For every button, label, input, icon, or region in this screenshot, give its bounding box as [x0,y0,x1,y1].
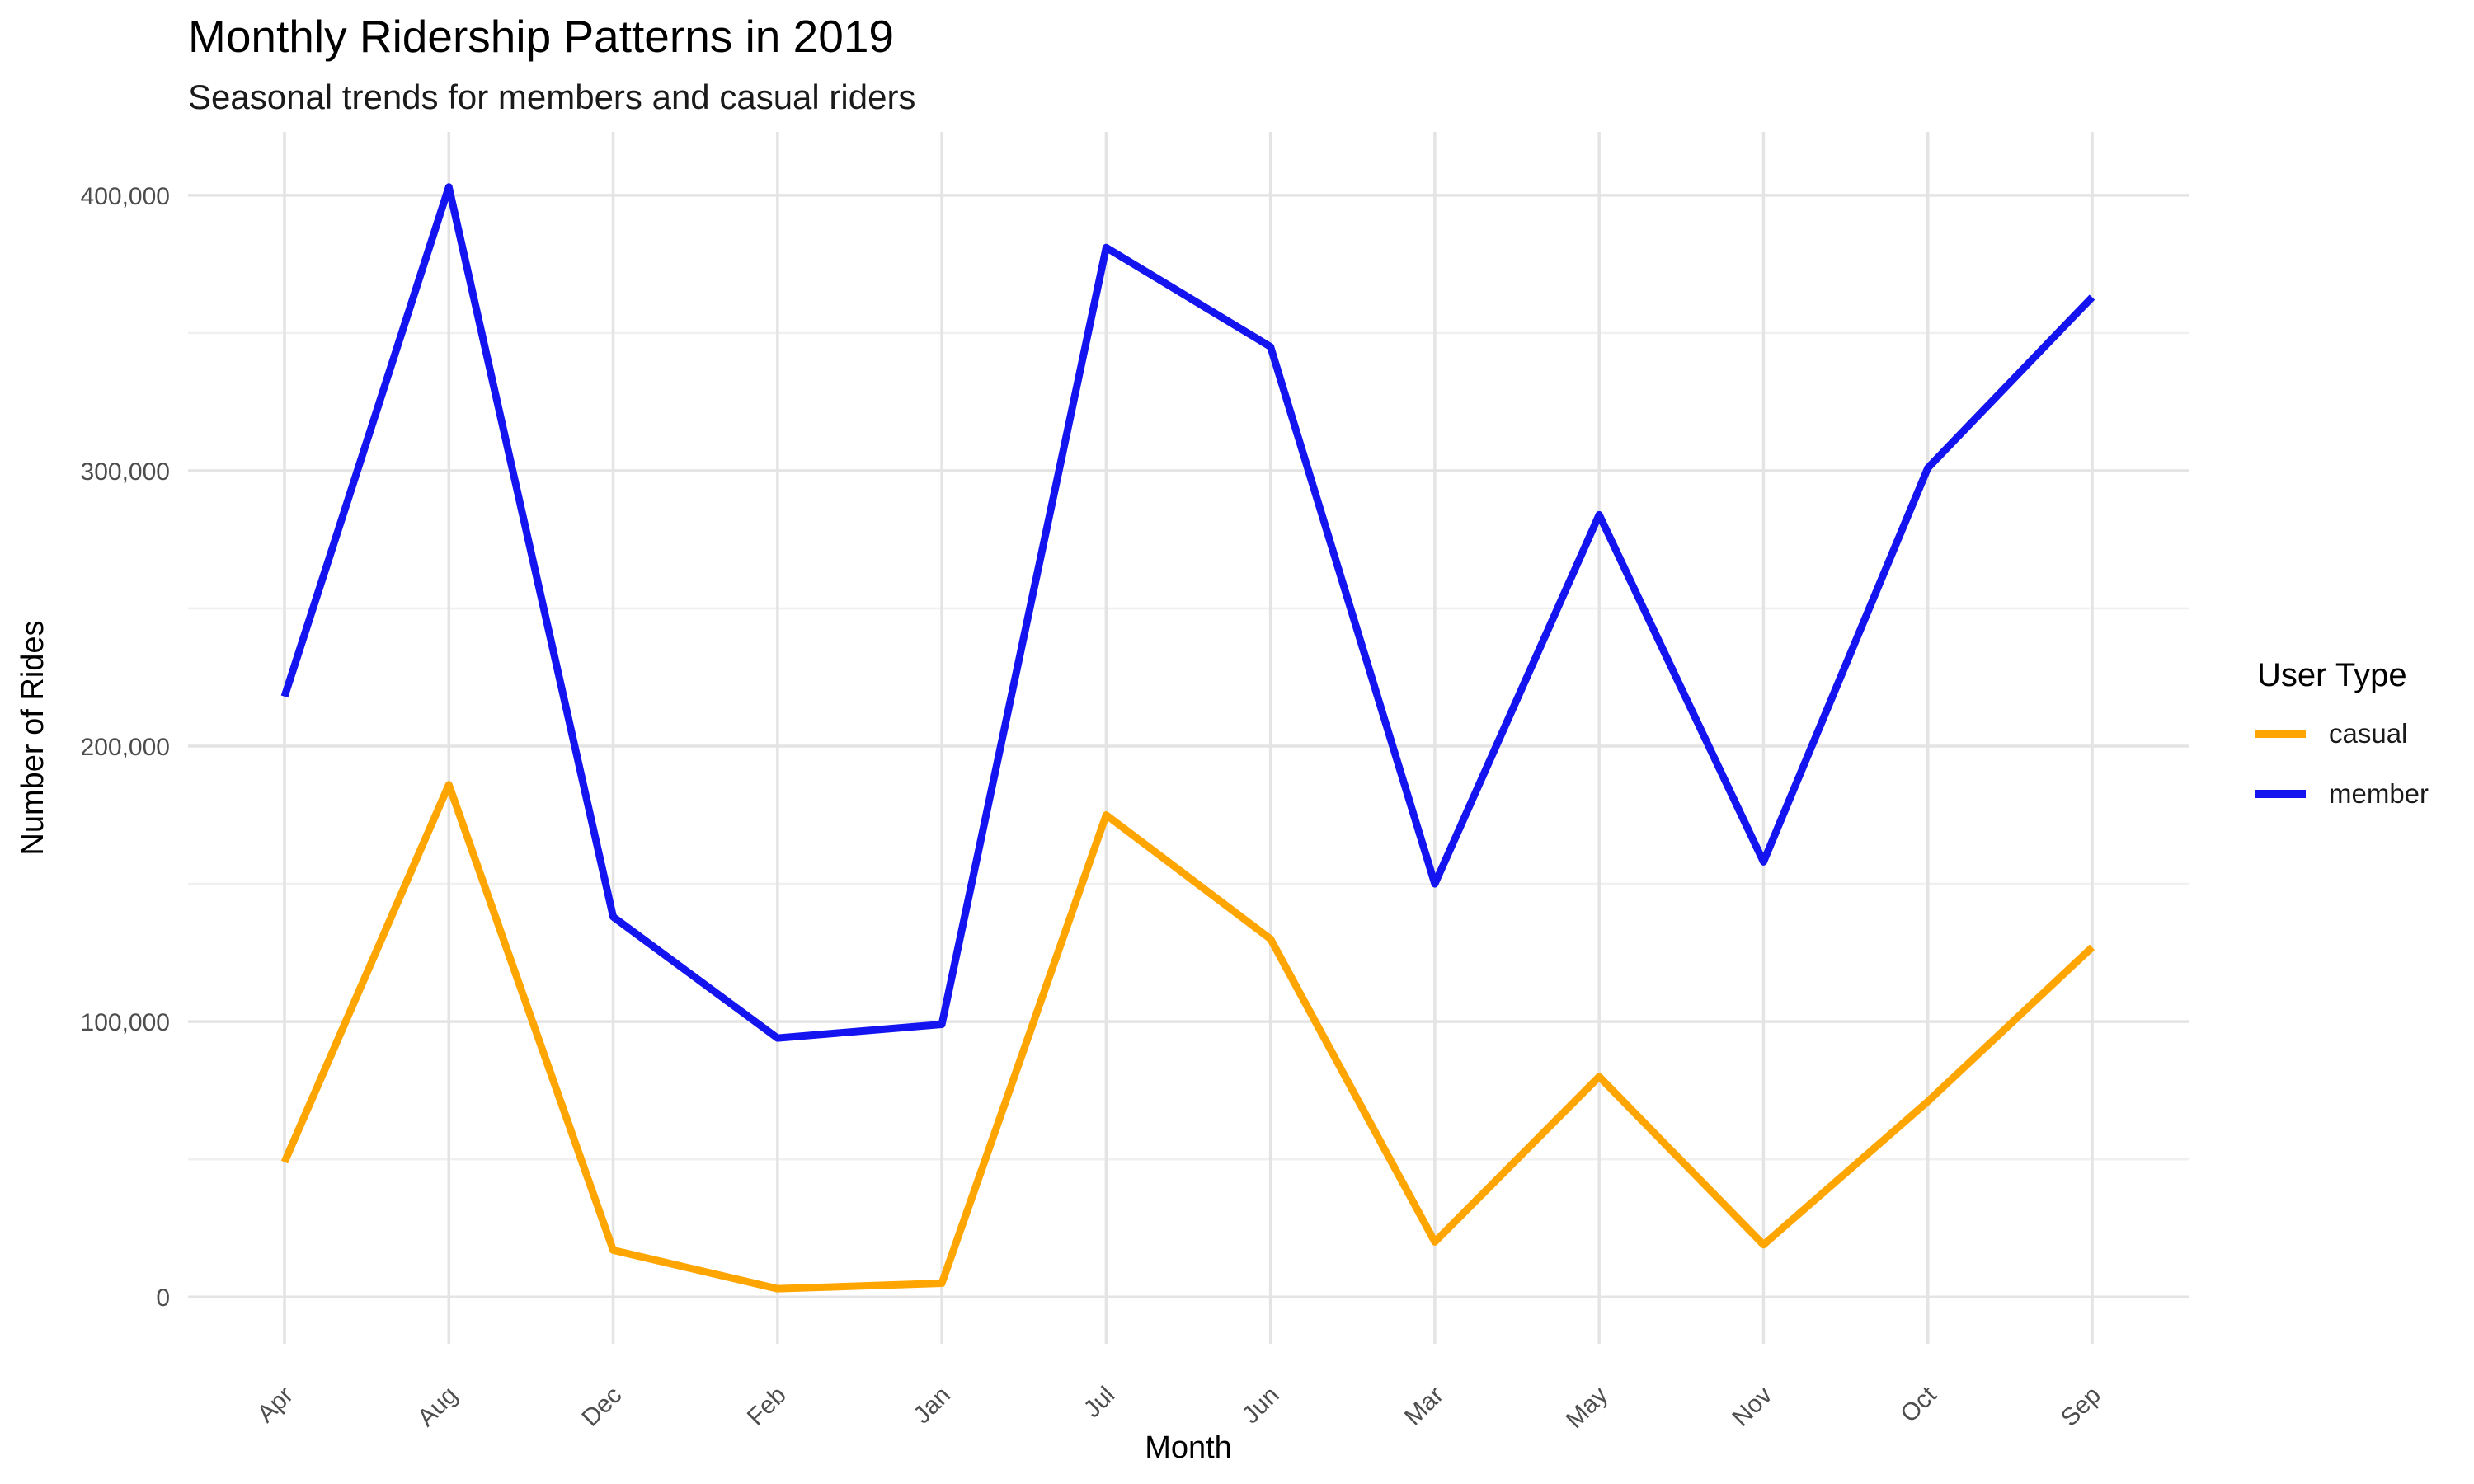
y-tick-label: 100,000 [81,1009,170,1036]
gridlines-minor [188,331,2189,1161]
legend-item-casual: casual [2255,718,2407,749]
legend: User Type casual member [2255,657,2429,809]
series-line-casual [280,781,2095,1293]
series-line-member [280,183,2095,1042]
y-tick-label: 0 [156,1284,170,1312]
legend-label-member: member [2329,778,2429,809]
chart-title: Monthly Ridership Patterns in 2019 [188,11,894,62]
y-axis-title: Number of Rides [16,620,50,855]
series-lines [280,183,2095,1293]
y-tick-label: 400,000 [81,183,170,210]
legend-label-casual: casual [2329,718,2407,749]
gridlines-major [188,132,2189,1344]
y-tick-labels: 0 100,000 200,000 300,000 400,000 [81,183,170,1312]
y-tick-label: 200,000 [81,734,170,761]
y-tick-label: 300,000 [81,458,170,486]
x-axis-title: Month [1145,1430,1232,1465]
legend-item-member: member [2255,778,2429,809]
chart-subtitle: Seasonal trends for members and casual r… [188,77,915,116]
legend-title: User Type [2257,657,2407,693]
